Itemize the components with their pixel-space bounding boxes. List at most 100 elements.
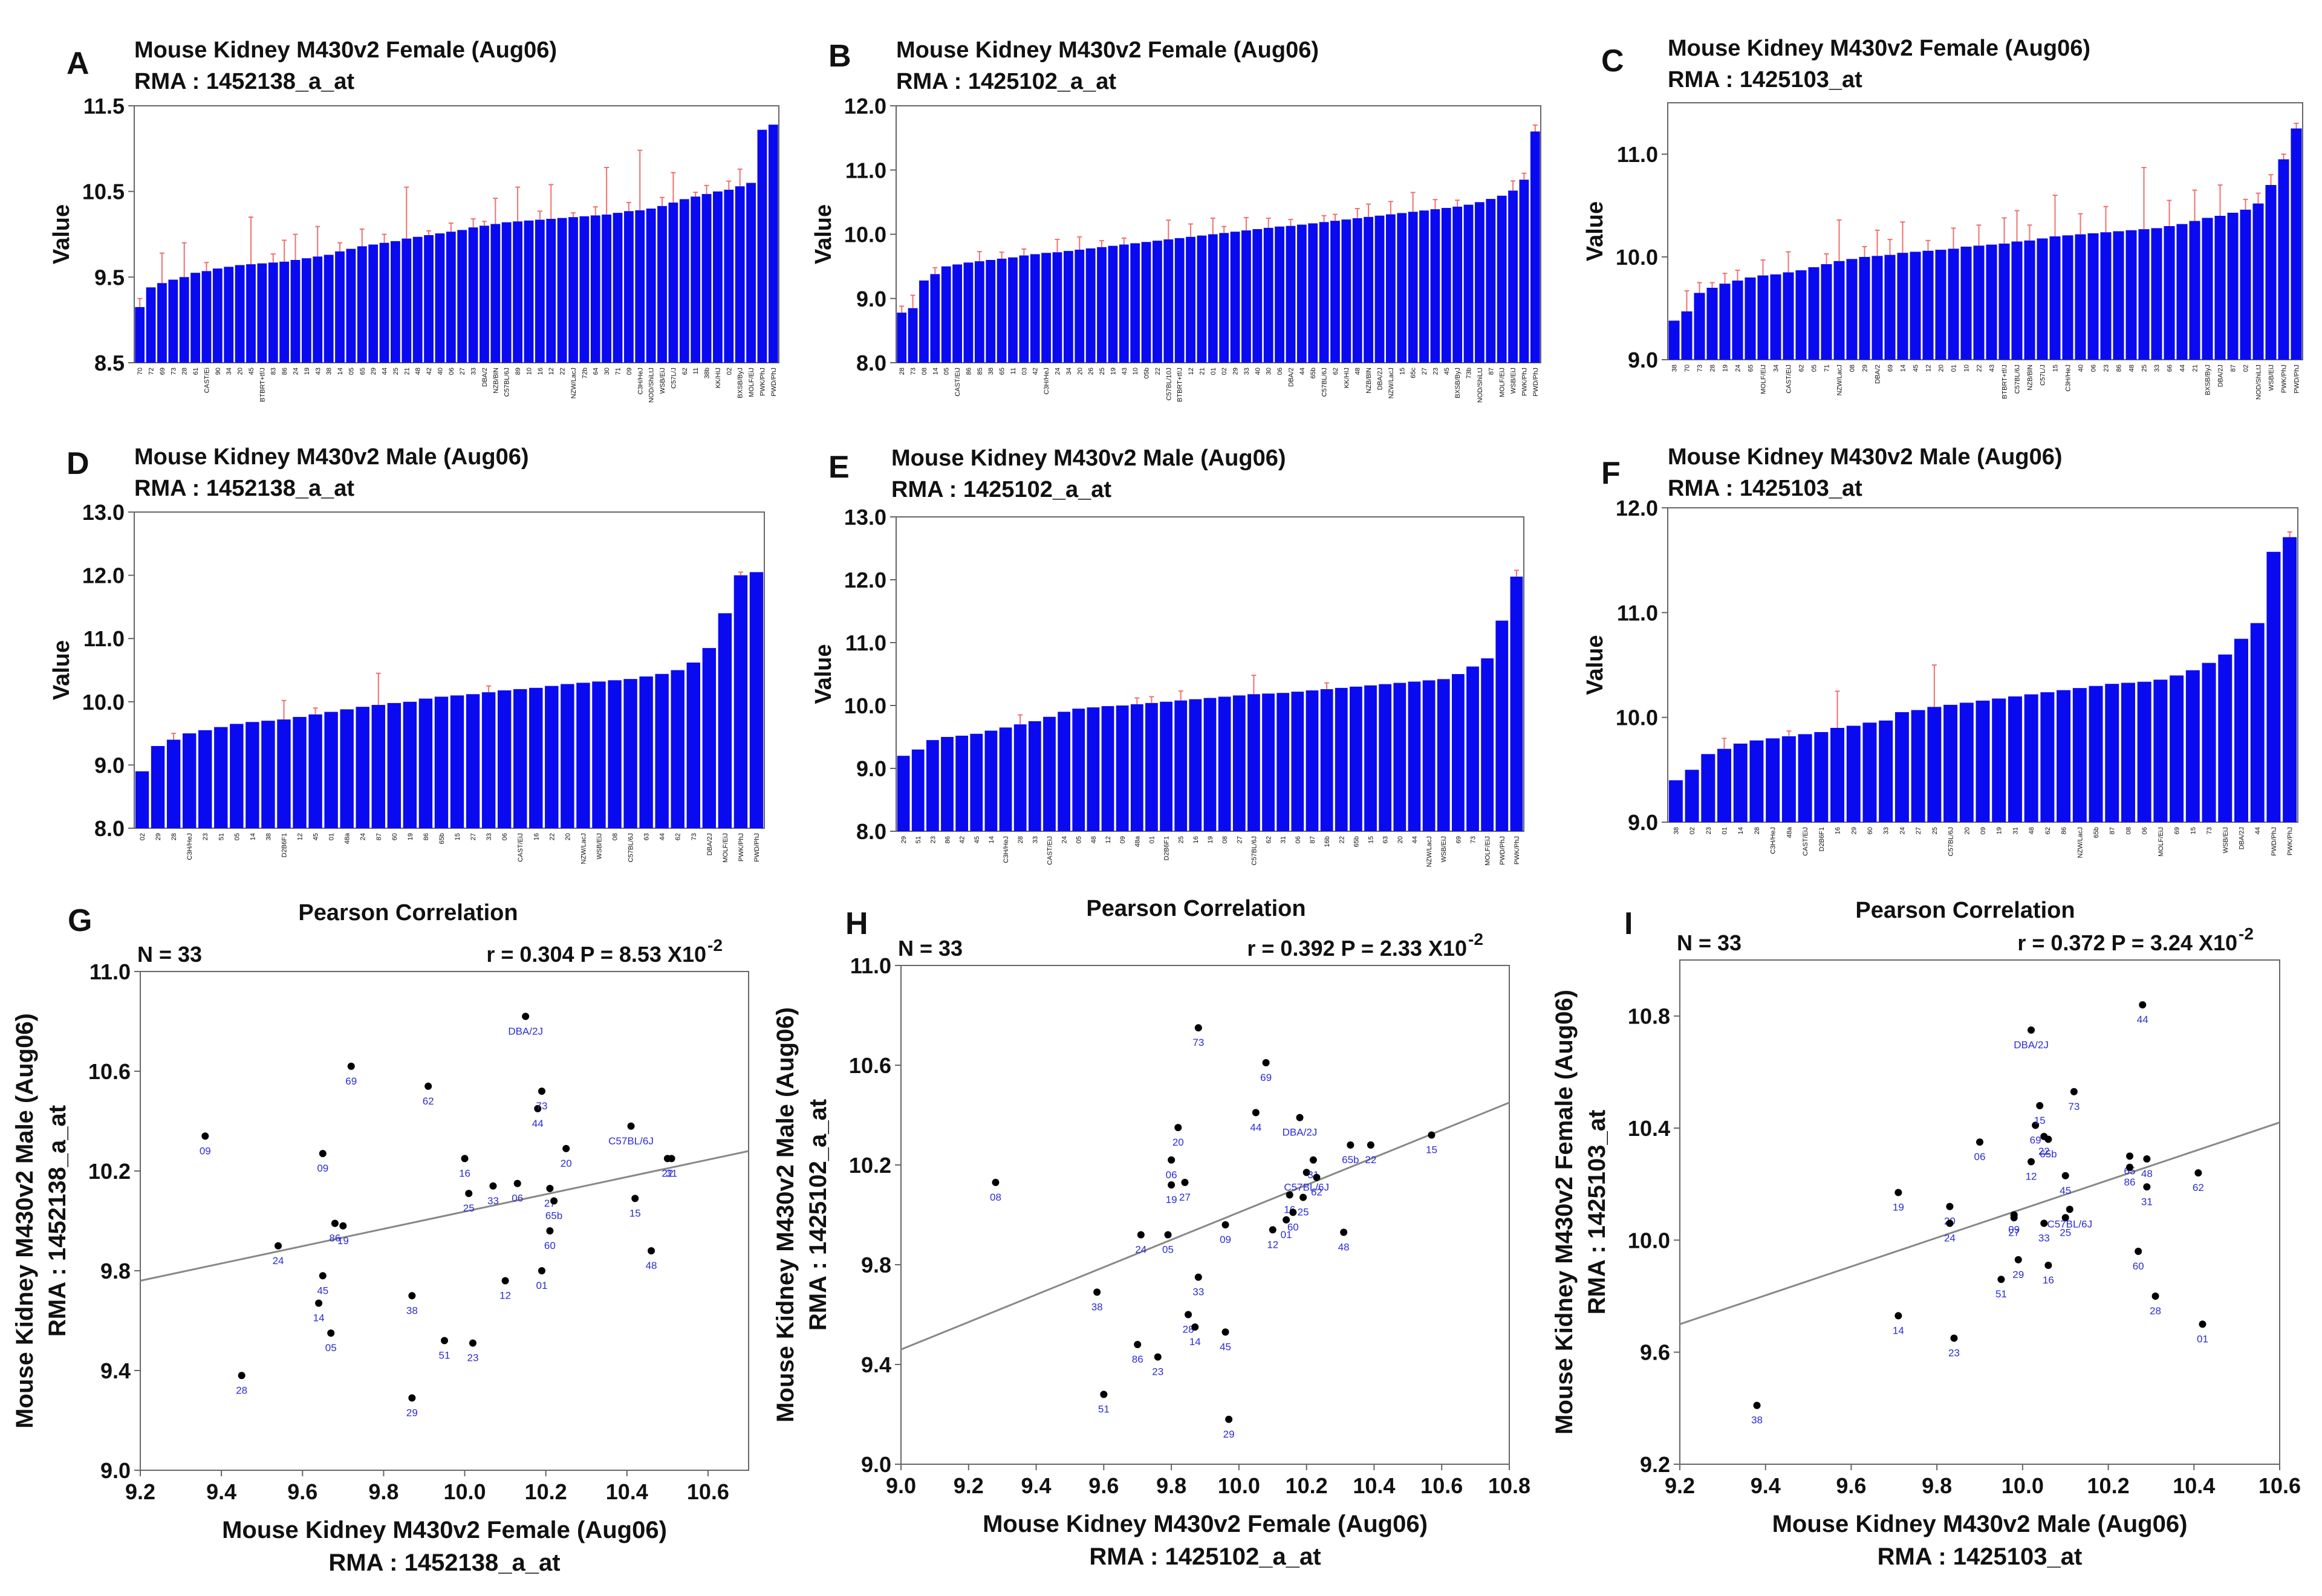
point-label: 29	[2012, 1269, 2024, 1280]
panel-a: A Mouse Kidney M430v2 Female (Aug06) RMA :…	[49, 37, 779, 403]
scatter-point	[1262, 1059, 1270, 1066]
bar	[970, 733, 983, 831]
bar	[1408, 212, 1418, 363]
point-label: C57BL/6J	[1284, 1181, 1329, 1193]
bar	[701, 193, 712, 363]
x-tick-label: 48	[2028, 827, 2035, 834]
point-label: 69	[2030, 1134, 2041, 1146]
point-label: 86	[1132, 1354, 1143, 1365]
x-tick-label: 73b	[1466, 368, 1473, 378]
bar	[1872, 256, 1883, 360]
bar	[1101, 706, 1114, 831]
bar	[2011, 241, 2023, 360]
x-tick-label: WSB/EiJ	[1510, 368, 1517, 394]
panel-letter: G	[68, 903, 92, 938]
point-label: DBA/2J	[1283, 1127, 1318, 1138]
bar	[1153, 241, 1162, 363]
bar	[2125, 230, 2137, 360]
point-label: 14	[313, 1312, 325, 1324]
point-label: 51	[439, 1350, 450, 1361]
bar	[403, 701, 417, 828]
x-tick-label: PWK/PhJ	[759, 368, 766, 396]
bar	[735, 186, 745, 363]
y-axis-label-2: RMA : 1452138_a_at	[44, 1105, 71, 1337]
bar	[646, 209, 656, 363]
x-tick-label: 01	[1722, 827, 1729, 834]
point-label: 73	[1192, 1037, 1204, 1048]
bar	[590, 215, 600, 363]
bar	[1028, 721, 1041, 831]
y-tick-label: 12.0	[844, 568, 886, 592]
x-tick-label: 70	[1684, 365, 1691, 372]
bar	[686, 662, 700, 828]
bar	[546, 219, 556, 363]
point-label: 38	[1091, 1301, 1103, 1312]
x-tick-label: 73	[170, 368, 177, 375]
bar	[1884, 255, 1896, 360]
x-tick-label: 29	[1232, 368, 1240, 375]
y-tick-label: 11.0	[850, 953, 891, 978]
bar	[1745, 277, 1756, 360]
point-label: 44	[532, 1118, 544, 1129]
x-tick-label: MOLF/EiJ	[748, 368, 755, 397]
bar	[1486, 199, 1496, 363]
x-tick-label: 05	[1811, 365, 1818, 372]
x-tick-label: 28	[1709, 365, 1717, 372]
bar	[2100, 232, 2112, 360]
bar	[999, 727, 1012, 831]
x-tick-label: D2B6F1	[1163, 836, 1171, 860]
bar	[1052, 252, 1062, 363]
x-tick-label: 43	[1989, 365, 1996, 372]
y-tick-label: 10.0	[1628, 1228, 1670, 1253]
bar	[668, 203, 678, 363]
bar	[1846, 259, 1858, 360]
bar	[246, 264, 256, 363]
x-tick-label: 15	[2190, 827, 2197, 834]
point-label: 22	[1365, 1154, 1376, 1166]
x-tick-label: MOLF/EiJ	[2158, 827, 2165, 857]
bar	[1943, 704, 1958, 822]
y-tick-label: 10.2	[88, 1159, 131, 1184]
point-label: 62	[423, 1095, 434, 1107]
bar	[513, 221, 522, 363]
x-tick-label: WSB/EiJ	[2222, 827, 2229, 853]
y-tick-label: 13.0	[844, 505, 886, 530]
scatter-point	[2135, 1247, 2142, 1255]
scatter-point	[1313, 1173, 1321, 1181]
bar	[635, 210, 645, 363]
scatter-point	[2040, 1219, 2048, 1227]
point-label: 15	[2034, 1115, 2046, 1126]
bar	[952, 264, 962, 363]
scatter-point	[2126, 1152, 2133, 1160]
scatter-point	[424, 1082, 432, 1090]
x-tick-label: NZB/BlN	[492, 368, 499, 394]
panel-letter: H	[845, 906, 868, 941]
point-label: 24	[1944, 1233, 1956, 1244]
panel-i: I Pearson Correlation N = 33 r = 0.372 P = …	[1551, 898, 2301, 1570]
x-tick-label: 05	[943, 368, 951, 375]
x-tick-label: 10.4	[1353, 1473, 1395, 1498]
y-tick-label: 8.5	[94, 351, 125, 375]
x-tick-label: 61	[192, 368, 200, 375]
point-label: 20	[561, 1158, 572, 1169]
x-tick-label: 86	[944, 836, 951, 843]
x-tick-label: C57BL/10J	[1165, 368, 1172, 400]
bar	[2153, 680, 2168, 822]
bar	[2008, 696, 2022, 822]
y-tick-label: 9.0	[100, 1458, 131, 1483]
bar	[346, 248, 356, 363]
x-tick-label: BTBRT+tf/J	[2002, 365, 2009, 399]
y-tick-label: 8.0	[856, 351, 886, 375]
bar	[1668, 780, 1683, 822]
bar	[746, 183, 756, 363]
bar	[1998, 243, 2010, 360]
y-axis-label: Mouse Kidney M430v2 Male (Aug06)	[11, 1013, 38, 1429]
x-tick-label: CAST/EiJ	[517, 833, 524, 862]
scatter-point	[1168, 1156, 1176, 1164]
bar	[1808, 267, 1820, 360]
bar	[468, 227, 478, 363]
x-tick-label: 33	[1243, 368, 1250, 375]
x-tick-label: 48	[2128, 365, 2136, 372]
x-tick-label: 19	[407, 833, 414, 840]
bar	[1466, 666, 1479, 831]
